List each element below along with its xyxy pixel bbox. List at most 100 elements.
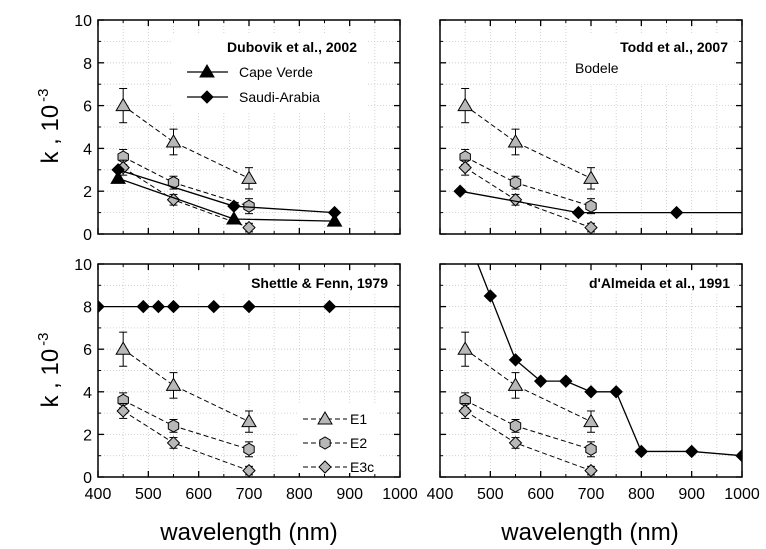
data-point xyxy=(115,341,132,355)
y-tick-label: 0 xyxy=(83,227,92,244)
data-point xyxy=(585,442,597,456)
data-point xyxy=(669,205,684,220)
series-line xyxy=(464,105,592,179)
x-tick-label: 800 xyxy=(286,486,313,503)
x-tick-label: 1000 xyxy=(724,486,760,503)
plot-area xyxy=(98,299,400,477)
panel-title: d'Almeida et al., 1991 xyxy=(589,275,730,291)
series-e3c xyxy=(458,403,598,477)
legend-label: E2 xyxy=(350,435,367,451)
reference-series xyxy=(453,184,742,220)
series-e1 xyxy=(457,87,599,190)
legend-label: E1 xyxy=(350,411,367,427)
panel-title: Dubovik et al., 2002 xyxy=(227,39,357,55)
y-tick-label: 6 xyxy=(83,342,92,359)
reference-series xyxy=(111,163,342,220)
data-point xyxy=(227,199,241,213)
x-tick-label: 700 xyxy=(236,486,263,503)
data-point xyxy=(559,374,573,388)
data-point xyxy=(115,97,132,112)
data-point xyxy=(457,341,474,355)
title-box xyxy=(568,272,734,294)
panel-title: Todd et al., 2007 xyxy=(620,39,728,55)
data-point xyxy=(609,385,623,399)
series-line xyxy=(464,399,592,450)
y-axis-label-top: k , 10-3 xyxy=(35,88,64,163)
series-line xyxy=(477,264,742,457)
data-point xyxy=(165,377,182,391)
data-point xyxy=(327,205,342,220)
legend-marker xyxy=(199,64,215,78)
data-point xyxy=(457,97,474,112)
x-tick-label: 500 xyxy=(135,486,162,503)
data-point xyxy=(226,211,242,225)
data-point xyxy=(111,163,125,177)
data-point xyxy=(509,419,522,433)
data-point xyxy=(166,299,181,314)
data-point xyxy=(207,299,221,314)
series-line xyxy=(464,167,592,229)
data-point xyxy=(583,413,599,428)
panel-bottom-right: 400 500 600 700 800 900 1000 d'Almeida et al., … xyxy=(427,263,760,503)
y-tick-label: 4 xyxy=(83,385,92,402)
series-e3c xyxy=(458,159,598,234)
data-point xyxy=(584,385,598,399)
series-line xyxy=(464,410,592,472)
data-point xyxy=(533,374,548,388)
series-line xyxy=(464,156,592,207)
legend-marker xyxy=(317,411,333,425)
x-tick-label: 400 xyxy=(427,486,454,503)
data-point xyxy=(571,205,586,220)
series-line xyxy=(122,156,250,207)
data-point xyxy=(684,444,699,459)
y-tick-label: 0 xyxy=(83,470,92,487)
data-point xyxy=(583,170,599,184)
title-box xyxy=(178,272,396,294)
x-tick-label: 900 xyxy=(678,486,705,503)
x-tick-label: 400 xyxy=(85,486,112,503)
reference-series xyxy=(477,264,742,463)
plot-area xyxy=(457,264,742,477)
x-tick-label: 800 xyxy=(628,486,655,503)
data-point xyxy=(509,176,522,190)
plot-area xyxy=(110,87,343,234)
data-point xyxy=(507,133,524,148)
legend-marker xyxy=(200,90,214,104)
y-tick-label: 10 xyxy=(74,13,92,30)
series-line xyxy=(122,399,250,450)
x-tick-label: 1000 xyxy=(382,486,418,503)
data-point xyxy=(165,133,182,148)
x-tick-label: 700 xyxy=(578,486,605,503)
data-point xyxy=(584,463,598,477)
y-tick-label: 10 xyxy=(74,257,92,274)
series-e2 xyxy=(459,148,597,215)
legend-marker xyxy=(318,460,332,474)
y-tick-label: 2 xyxy=(83,184,92,201)
data-point xyxy=(483,289,498,303)
x-tick-label: 500 xyxy=(477,486,504,503)
data-point xyxy=(242,299,256,314)
series-line xyxy=(122,410,250,472)
series-line xyxy=(460,190,742,214)
data-point xyxy=(585,199,597,213)
data-point xyxy=(116,404,130,418)
data-point xyxy=(735,448,742,463)
data-point xyxy=(110,170,127,184)
series-line xyxy=(122,348,250,423)
data-point xyxy=(322,299,337,314)
data-point xyxy=(166,436,181,450)
data-point xyxy=(136,299,151,314)
data-point xyxy=(508,353,523,367)
x-axis-label-right: wavelength (nm) xyxy=(500,519,678,546)
data-point xyxy=(242,463,256,477)
panel-top-left: 0 2 4 6 8 10 Dubovik et al., 2002 Cape Verde Sau… xyxy=(74,13,401,244)
series-e1 xyxy=(115,331,257,433)
data-point xyxy=(507,377,524,391)
data-point xyxy=(508,436,523,450)
y-tick-label: 8 xyxy=(83,56,92,73)
series-e3c xyxy=(116,403,256,477)
legend-label: E3c xyxy=(350,459,374,475)
data-point xyxy=(98,299,105,314)
